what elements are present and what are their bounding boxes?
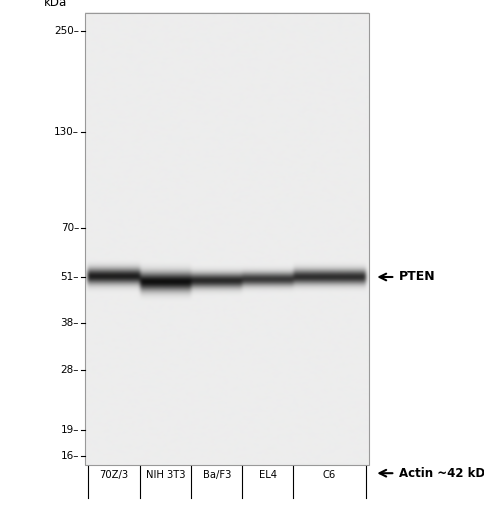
Text: NIH 3T3: NIH 3T3 [146, 470, 185, 480]
Bar [85, 13, 368, 465]
Text: Actin ~42 kDa: Actin ~42 kDa [398, 467, 484, 480]
Text: kDa: kDa [44, 0, 67, 9]
Text: 70Z/3: 70Z/3 [99, 470, 128, 480]
Text: Ba/F3: Ba/F3 [202, 470, 230, 480]
Text: EL4: EL4 [258, 470, 276, 480]
Text: 19–: 19– [60, 425, 79, 435]
Text: 250–: 250– [54, 26, 79, 36]
Text: 38–: 38– [60, 317, 79, 328]
Text: C6: C6 [322, 470, 335, 480]
Text: 51–: 51– [60, 272, 79, 282]
Text: 130–: 130– [54, 127, 79, 137]
Text: PTEN: PTEN [398, 270, 435, 284]
Text: 28–: 28– [60, 365, 79, 375]
Text: 70–: 70– [60, 223, 79, 233]
Text: 16–: 16– [60, 451, 79, 461]
